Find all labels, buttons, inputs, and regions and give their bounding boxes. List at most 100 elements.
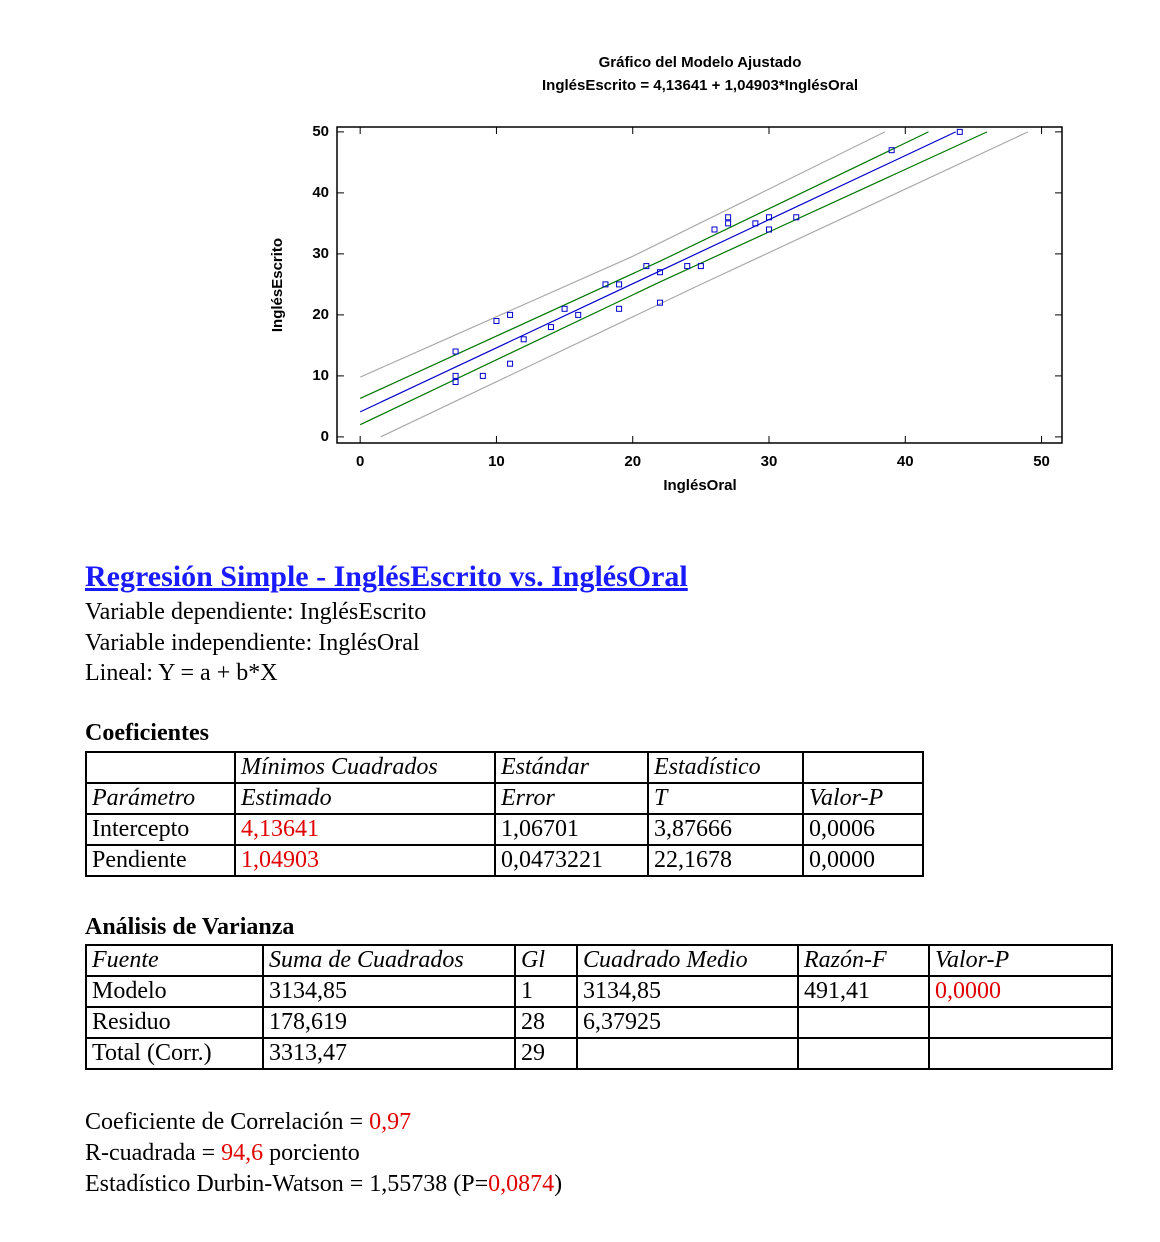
header-row: Mínimos Cuadrados Estándar Estadístico (85, 751, 924, 784)
fit-line (359, 131, 929, 400)
table-row: Residuo 178,619 28 6,37925 (85, 1006, 1113, 1039)
table-cell: 3134,85 (262, 975, 516, 1008)
section-title: Coeficientes (85, 720, 209, 746)
data-point (452, 378, 459, 385)
x-tick-label: 50 (1033, 453, 1050, 470)
table-cell (928, 1006, 1113, 1039)
header-cell: Gl (514, 944, 578, 977)
summary-line: Estadístico Durbin-Watson = 1,55738 (P=0… (85, 1171, 562, 1198)
header-row: Parámetro Estimado Error T Valor-P (85, 782, 924, 815)
chart-title: Gráfico del Modelo Ajustado (599, 54, 802, 71)
data-point (616, 281, 623, 288)
y-axis-label: InglésEscrito (269, 238, 286, 332)
x-tick-label: 0 (356, 453, 364, 470)
table-cell: 1,06701 (494, 813, 649, 846)
data-point (616, 305, 623, 312)
data-point (752, 220, 759, 227)
table-cell (576, 1037, 799, 1070)
data-point (452, 348, 459, 355)
table-cell: 0,0006 (802, 813, 924, 846)
header-cell: Suma de Cuadrados (262, 944, 516, 977)
data-point (684, 263, 691, 270)
table-row: Pendiente 1,04903 0,0473221 22,1678 0,0000 (85, 844, 924, 877)
header-cell: Estadístico (647, 751, 804, 784)
table-cell: 0,0000 (928, 975, 1113, 1008)
chart: Gráfico del Modelo Ajustado InglésEscrit… (269, 54, 1063, 494)
plot-frame (336, 126, 1063, 444)
data-point (479, 372, 486, 379)
header-cell: Mínimos Cuadrados (234, 751, 496, 784)
summary-text: R-cuadrada = (85, 1140, 222, 1166)
data-point (725, 214, 732, 221)
table-row: Total (Corr.) 3313,47 29 (85, 1037, 1113, 1070)
highlight-value: 94,6 (221, 1140, 264, 1166)
summary-text: porciento (263, 1140, 360, 1166)
header-cell: Estándar (494, 751, 649, 784)
table-cell: 0,0473221 (494, 844, 649, 877)
y-tick-label: 0 (321, 428, 329, 445)
section-title: Análisis de Varianza (85, 914, 295, 940)
x-tick-label: 10 (488, 453, 505, 470)
summary-text: Coeficiente de Correlación = (85, 1109, 370, 1135)
header-row: Fuente Suma de Cuadrados Gl Cuadrado Medio R… (85, 944, 1113, 977)
data-point (575, 311, 582, 318)
highlight-value: 0,0874 (488, 1171, 555, 1197)
data-point (507, 360, 514, 367)
summary-line: Coeficiente de Correlación = 0,97 (85, 1109, 411, 1136)
header-cell: Error (494, 782, 649, 815)
table-cell: Total (Corr.) (85, 1037, 264, 1070)
chart-subtitle: InglésEscrito = 4,13641 + 1,04903*Inglés… (542, 77, 858, 94)
table-cell: 3134,85 (576, 975, 799, 1008)
table-row: Modelo 3134,85 1 3134,85 491,41 0,0000 (85, 975, 1113, 1008)
table-cell (797, 1006, 930, 1039)
highlight-value: 0,97 (369, 1109, 412, 1135)
table-cell: 3313,47 (262, 1037, 516, 1070)
table-cell: 29 (514, 1037, 578, 1070)
header-cell (85, 751, 236, 784)
y-tick-label: 40 (312, 184, 329, 201)
data-point (507, 311, 514, 318)
table-cell: 0,0000 (802, 844, 924, 877)
summary-line: R-cuadrada = 94,6 porciento (85, 1140, 360, 1167)
table-cell: Modelo (85, 975, 264, 1008)
table-cell: 28 (514, 1006, 578, 1039)
header-cell: Fuente (85, 944, 264, 977)
data-point (697, 263, 704, 270)
fit-line (380, 131, 1029, 438)
table-cell (797, 1037, 930, 1070)
header-cell: Cuadrado Medio (576, 944, 799, 977)
x-axis-label: InglésOral (663, 477, 736, 494)
summary-text: ) (554, 1171, 563, 1197)
data-point (520, 336, 527, 343)
data-point (602, 281, 609, 288)
y-tick-label: 50 (312, 123, 329, 140)
data-point (711, 226, 718, 233)
data-point (888, 147, 895, 154)
table-cell (928, 1037, 1113, 1070)
y-tick-label: 20 (312, 306, 329, 323)
header-cell (802, 751, 924, 784)
info-line: Variable independiente: InglésOral (85, 630, 420, 656)
y-tick-label: 10 (312, 367, 329, 384)
data-point (793, 214, 800, 221)
info-line: Variable dependiente: InglésEscrito (85, 599, 427, 625)
data-point (725, 220, 732, 227)
table-cell: 1,04903 (234, 844, 496, 877)
table-cell: Intercepto (85, 813, 236, 846)
data-point (766, 214, 773, 221)
anova-table: Fuente Suma de Cuadrados Gl Cuadrado Medio R… (85, 944, 1113, 1070)
data-point (561, 305, 568, 312)
y-tick-label: 30 (312, 245, 329, 262)
table-cell: 4,13641 (234, 813, 496, 846)
table-cell: 491,41 (797, 975, 930, 1008)
report-title: Regresión Simple - InglésEscrito vs. Ing… (85, 560, 688, 593)
header-cell: Parámetro (85, 782, 236, 815)
table-cell: 22,1678 (647, 844, 804, 877)
data-point (956, 128, 963, 135)
header-cell: T (647, 782, 804, 815)
table-cell: Pendiente (85, 844, 236, 877)
header-cell: Razón-F (797, 944, 930, 977)
table-cell: 178,619 (262, 1006, 516, 1039)
fit-line (359, 131, 886, 378)
